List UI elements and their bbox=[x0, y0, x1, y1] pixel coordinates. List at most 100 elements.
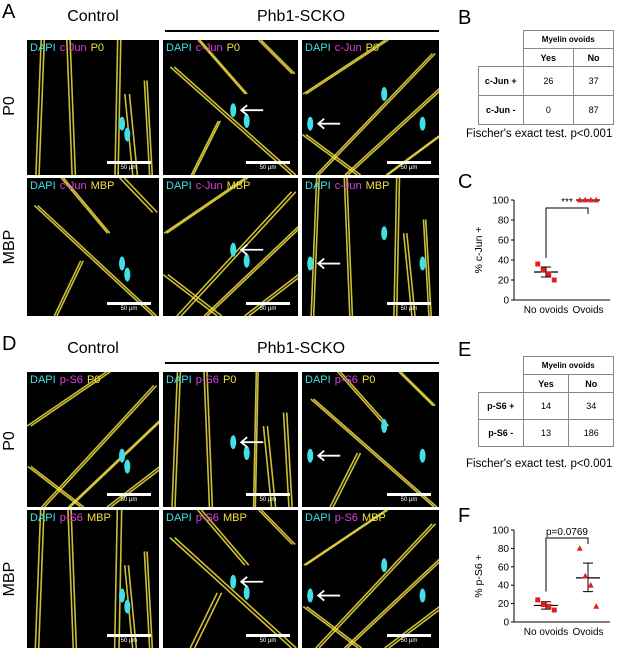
arrow-icon bbox=[316, 450, 341, 462]
table-e-col-no: No bbox=[568, 374, 614, 393]
contingency-table-b: Myelin ovoids Yes No c-Jun + 26 37 c-Jun… bbox=[478, 30, 614, 125]
channel-label-p0: P0 bbox=[365, 42, 380, 54]
micrograph-image: DAPI p-S6 MBP 50 µm bbox=[27, 510, 159, 648]
channel-label-dapi: DAPI bbox=[166, 180, 192, 192]
channel-labels: DAPI c-Jun MBP bbox=[305, 180, 393, 192]
nerve-fiber bbox=[343, 558, 439, 648]
nerve-fiber bbox=[346, 178, 354, 316]
scale-bar-line bbox=[107, 634, 151, 637]
nerve-fiber bbox=[305, 133, 362, 175]
nucleus bbox=[419, 116, 426, 131]
scale-bar-line bbox=[107, 161, 151, 164]
nucleus bbox=[381, 226, 388, 241]
nerve-fiber bbox=[285, 412, 293, 507]
header-scko-rule-bottom bbox=[165, 362, 439, 364]
nerve-fiber bbox=[180, 191, 297, 316]
scale-bar-line bbox=[107, 302, 151, 305]
nerve-fiber bbox=[192, 120, 222, 175]
row-label-mbp-bottom: MBP bbox=[1, 561, 18, 597]
nerve-fiber bbox=[243, 273, 298, 316]
channel-labels: DAPI c-Jun MBP bbox=[30, 180, 118, 192]
nucleus bbox=[230, 242, 237, 257]
nucleus bbox=[124, 127, 131, 142]
data-point bbox=[546, 271, 552, 277]
scale-bar-label: 50 µm bbox=[400, 638, 418, 644]
nerve-fiber bbox=[200, 510, 250, 566]
micrograph-fibers bbox=[307, 178, 433, 316]
channel-label-mbp: MBP bbox=[365, 180, 390, 192]
nerve-fiber bbox=[66, 40, 73, 175]
table-b-row-label: c-Jun + bbox=[478, 66, 524, 96]
panel-letter-b: B bbox=[458, 7, 472, 29]
channel-label-ps6: p-S6 bbox=[334, 374, 358, 386]
y-tick-label: 60 bbox=[498, 236, 510, 247]
scale-bar-label: 50 µm bbox=[120, 306, 138, 312]
row-label-p0-bottom: P0 bbox=[1, 431, 18, 451]
table-e-cell: 13 bbox=[522, 419, 570, 447]
nucleus bbox=[243, 585, 250, 600]
micrograph-image: DAPI c-Jun MBP 50 µm bbox=[27, 178, 159, 316]
scale-bar-label: 50 µm bbox=[259, 638, 277, 644]
micrograph-image: DAPI c-Jun P0 50 µm bbox=[163, 40, 298, 175]
nerve-fiber bbox=[318, 52, 436, 175]
nerve-fiber bbox=[346, 561, 439, 648]
channel-labels: DAPI p-S6 MBP bbox=[30, 512, 115, 524]
data-point bbox=[535, 261, 541, 267]
nucleus bbox=[124, 267, 131, 282]
nerve-fiber bbox=[114, 40, 119, 175]
panel-letter-f: F bbox=[458, 505, 471, 527]
table-b-row-label: c-Jun - bbox=[478, 95, 524, 125]
table-b-test: Fischer's exact test. p<0.001 bbox=[466, 128, 613, 140]
nerve-fiber bbox=[199, 40, 248, 95]
arrow-icon bbox=[316, 118, 341, 130]
table-b-cell: 37 bbox=[573, 66, 614, 96]
nerve-fiber bbox=[329, 452, 359, 507]
channel-labels: DAPI p-S6 P0 bbox=[166, 374, 240, 386]
nerve-fiber bbox=[143, 80, 151, 175]
scatter-plot-f: 0 20 40 60 80 100 % p-S6 + No ovoids Ovoids p=0.0… bbox=[473, 526, 610, 638]
channel-label-ps6: p-S6 bbox=[195, 512, 219, 524]
x-tick-label: Ovoids bbox=[572, 305, 603, 316]
nerve-fiber bbox=[318, 523, 437, 648]
nerve-fiber bbox=[303, 510, 387, 566]
nucleus bbox=[381, 87, 388, 101]
nucleus bbox=[124, 459, 131, 474]
nerve-fiber bbox=[119, 178, 154, 214]
panel-letter-d: D bbox=[2, 333, 17, 355]
nerve-fiber bbox=[35, 40, 42, 175]
nerve-fiber bbox=[70, 510, 78, 648]
scale-bar-line bbox=[387, 634, 431, 637]
scale-bar-label: 50 µm bbox=[259, 497, 277, 503]
scale-bar-label: 50 µm bbox=[400, 497, 418, 503]
nucleus bbox=[307, 588, 314, 603]
row-label-mbp-top: MBP bbox=[1, 229, 18, 265]
scale-bar-line bbox=[246, 161, 290, 164]
table-e-row-label: p-S6 + bbox=[478, 392, 524, 420]
data-point bbox=[576, 196, 583, 203]
channel-label-mbp: MBP bbox=[226, 180, 251, 192]
nerve-fiber bbox=[347, 90, 439, 175]
channel-label-cjun: c-Jun bbox=[195, 180, 223, 192]
channel-label-dapi: DAPI bbox=[30, 42, 56, 54]
channel-label-cjun: c-Jun bbox=[334, 180, 362, 192]
micrograph-fibers bbox=[34, 510, 154, 648]
channel-label-ps6: p-S6 bbox=[334, 512, 358, 524]
channel-label-mbp: MBP bbox=[361, 512, 386, 524]
nucleus bbox=[307, 256, 314, 271]
micrograph-fibers bbox=[27, 372, 159, 507]
scale-bar: 50 µm bbox=[107, 302, 151, 313]
scale-bar-line bbox=[107, 493, 151, 496]
scale-bar-label: 50 µm bbox=[120, 497, 138, 503]
nerve-fiber bbox=[40, 384, 155, 507]
table-b-header: Myelin ovoids bbox=[522, 30, 614, 49]
nerve-fiber bbox=[422, 219, 430, 316]
nerve-fiber bbox=[260, 510, 296, 546]
channel-label-cjun: c-Jun bbox=[195, 42, 223, 54]
nerve-fiber bbox=[110, 469, 159, 507]
nerve-fiber bbox=[387, 136, 439, 175]
nerve-fiber bbox=[384, 605, 439, 648]
scale-bar-line bbox=[246, 302, 290, 305]
micrograph-fibers bbox=[35, 40, 154, 175]
nucleus bbox=[307, 448, 314, 463]
data-point bbox=[576, 545, 583, 551]
